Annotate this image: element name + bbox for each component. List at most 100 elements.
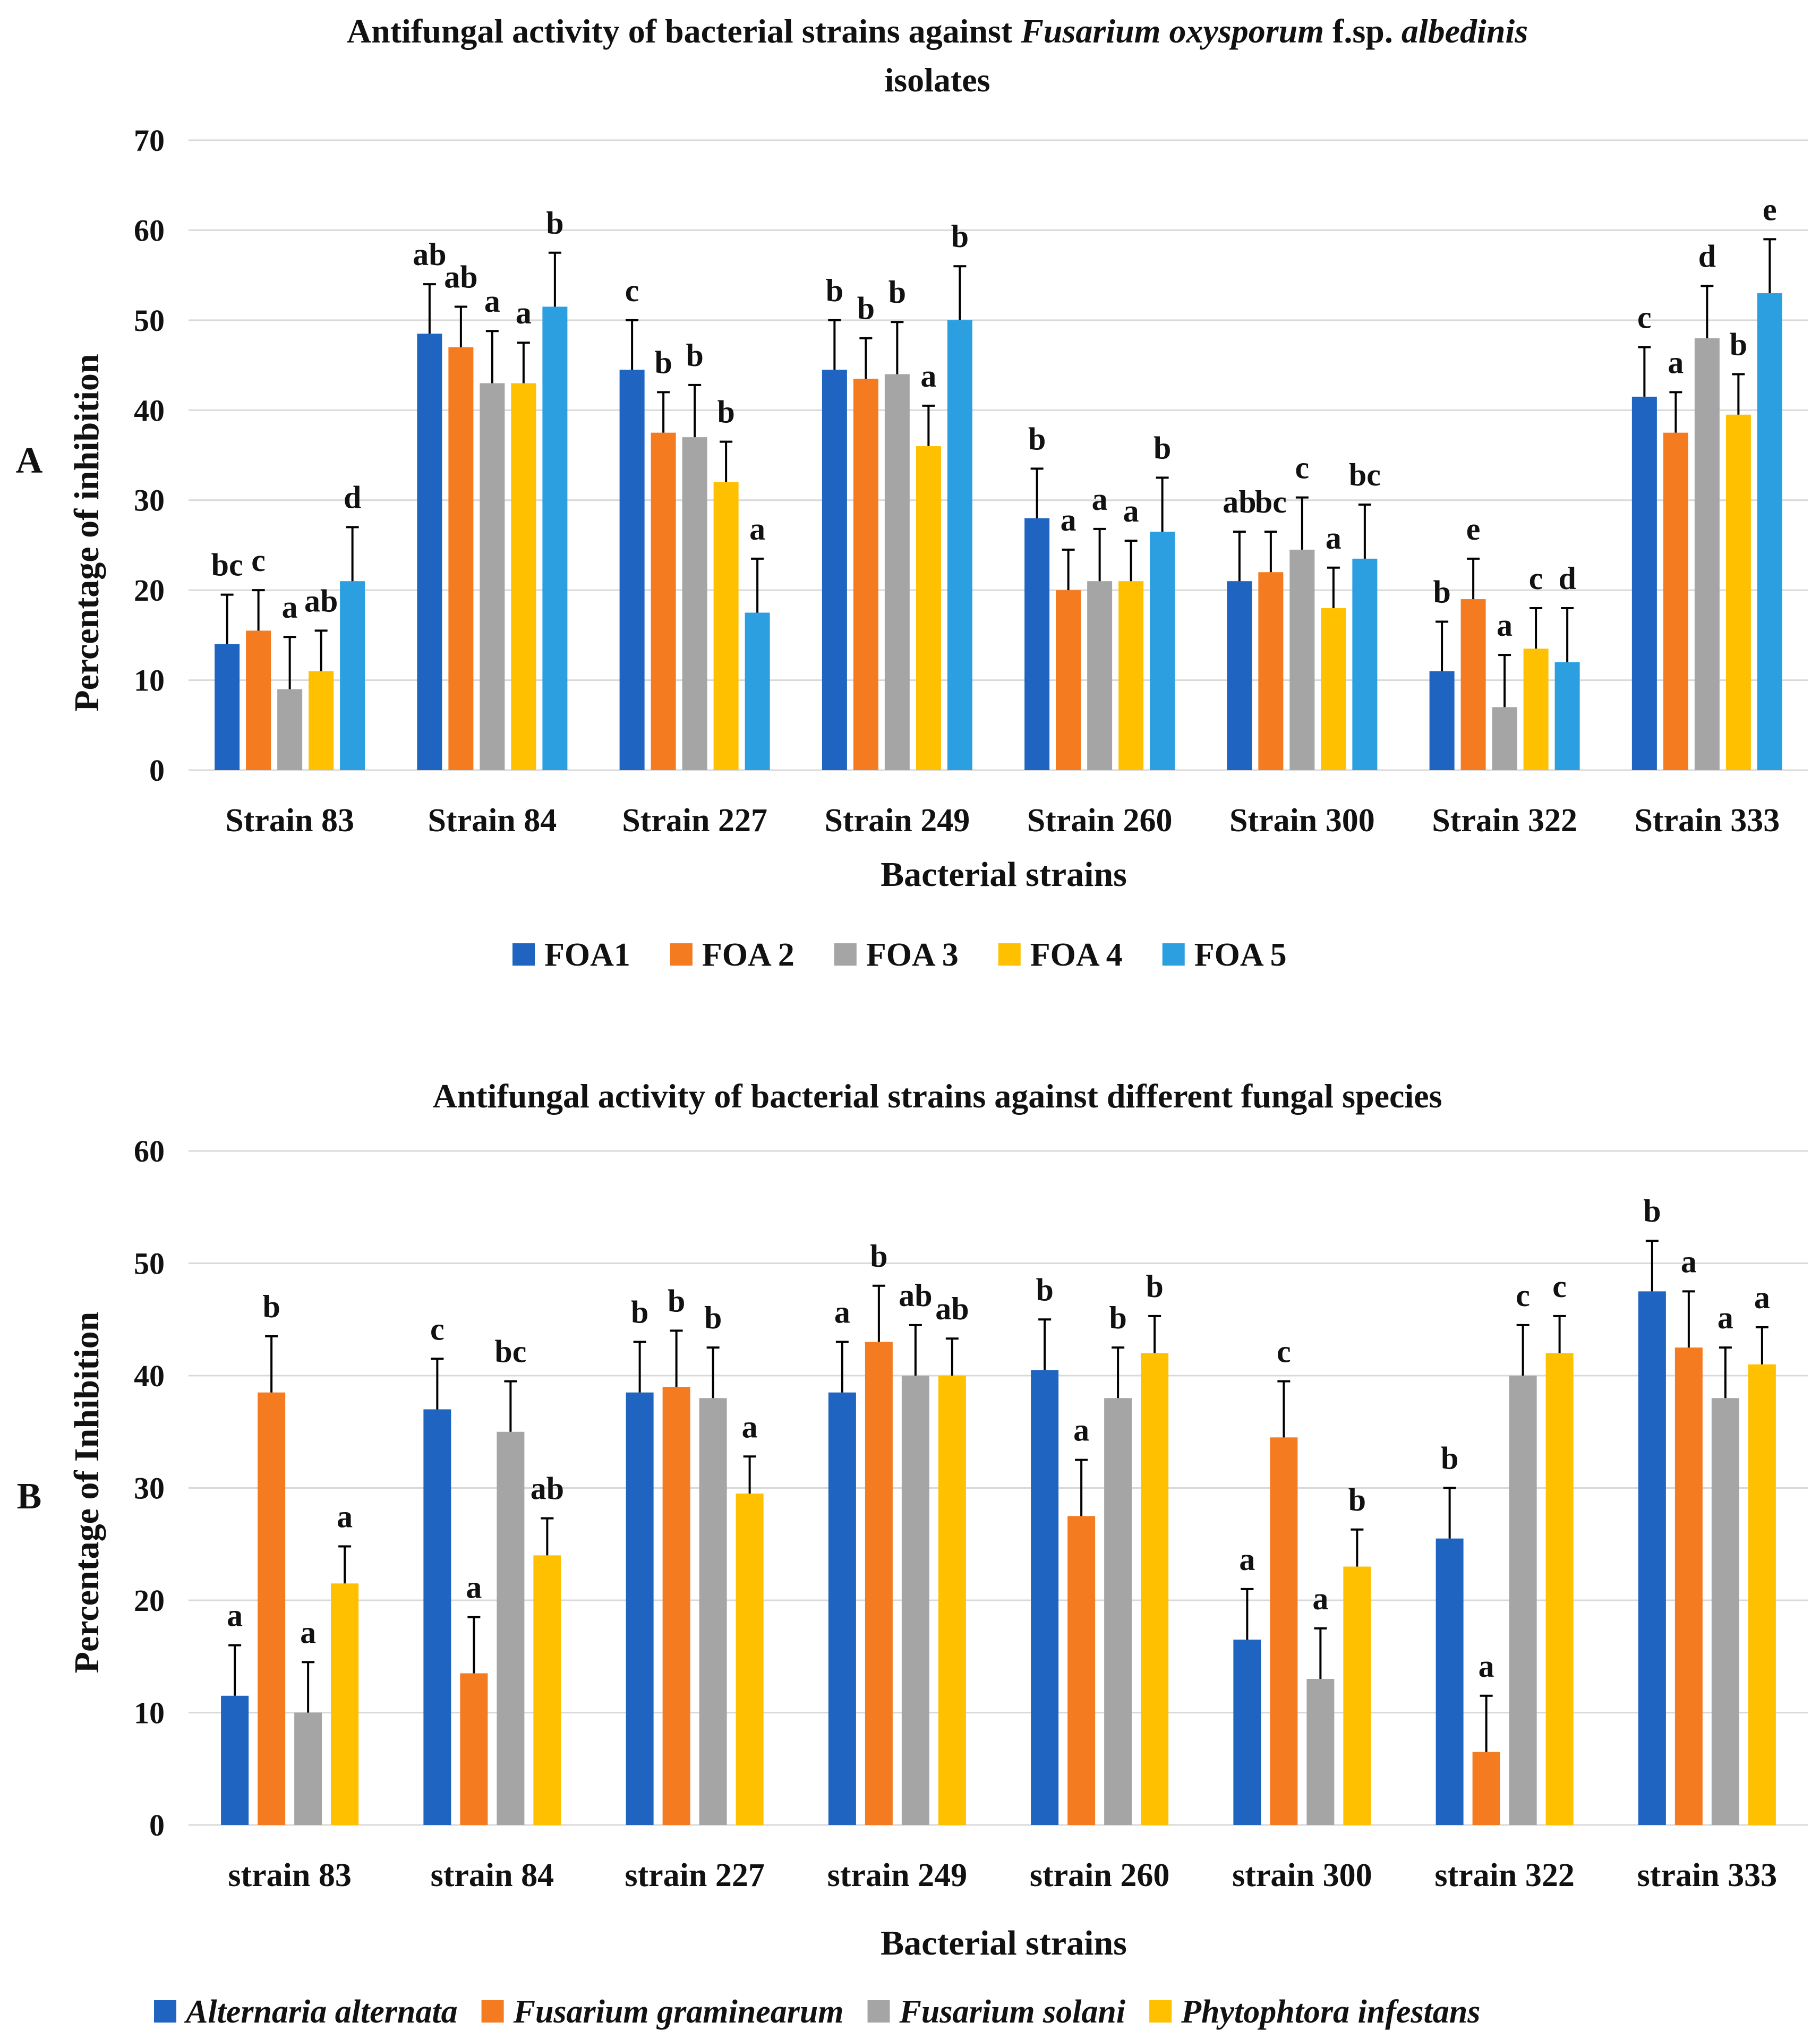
legend-item: FOA1 xyxy=(512,937,630,973)
significance-label: a xyxy=(749,511,765,547)
significance-label: b xyxy=(1146,1269,1163,1304)
bar xyxy=(277,689,303,770)
bar xyxy=(1306,1679,1335,1825)
legend-b: Alternaria alternata Fusarium graminearum… xyxy=(154,1994,1480,2030)
significance-label: a xyxy=(466,1570,482,1605)
significance-label: a xyxy=(1718,1300,1733,1335)
significance-label: b xyxy=(546,206,563,241)
bar xyxy=(1436,1538,1464,1825)
bar xyxy=(294,1712,322,1825)
significance-label: b xyxy=(1109,1300,1126,1335)
bar xyxy=(1150,532,1175,770)
significance-label: b xyxy=(704,1300,722,1335)
x-category-label: strain 322 xyxy=(1434,1857,1575,1893)
bar xyxy=(828,1392,856,1825)
legend-label: FOA 3 xyxy=(866,937,959,973)
x-category-label: strain 84 xyxy=(431,1857,554,1893)
significance-label: ab xyxy=(413,237,446,272)
significance-label: b xyxy=(1441,1441,1458,1476)
bar xyxy=(736,1494,764,1825)
bar xyxy=(1087,581,1113,770)
legend-label: FOA1 xyxy=(544,937,630,973)
significance-label: a xyxy=(300,1615,316,1650)
y-tick-label: 50 xyxy=(134,303,165,338)
x-category-label: Strain 260 xyxy=(1027,803,1173,839)
bar xyxy=(331,1583,359,1825)
significance-label: c xyxy=(1277,1334,1291,1369)
bar xyxy=(1227,581,1252,770)
significance-label: a xyxy=(920,359,936,394)
x-category-label: strain 260 xyxy=(1030,1857,1170,1893)
chart-b-title: Antifungal activity of bacterial strains… xyxy=(433,1077,1442,1115)
bar xyxy=(1460,599,1486,770)
bar xyxy=(1748,1364,1776,1825)
x-category-label: strain 300 xyxy=(1232,1857,1372,1893)
chart-a-title-line2: isolates xyxy=(884,61,990,99)
significance-label: b xyxy=(951,219,969,254)
significance-label: d xyxy=(344,480,361,515)
y-tick-label: 60 xyxy=(134,213,165,248)
y-tick-label: 40 xyxy=(134,393,165,428)
legend-label: FOA 5 xyxy=(1194,937,1287,973)
bar xyxy=(258,1392,286,1825)
significance-label: a xyxy=(1312,1581,1328,1616)
bar xyxy=(1343,1566,1371,1825)
y-tick-label: 20 xyxy=(134,573,165,608)
chart-a-title-italic2: albedinis xyxy=(1402,12,1528,50)
bar xyxy=(497,1431,525,1825)
x-category-label: Strain 322 xyxy=(1432,803,1577,839)
significance-label: c xyxy=(1516,1278,1530,1313)
x-category-label: Strain 333 xyxy=(1634,803,1780,839)
significance-label: ab xyxy=(304,583,338,618)
significance-label: c xyxy=(1529,561,1543,596)
bar xyxy=(1674,1347,1703,1825)
legend-swatch xyxy=(998,943,1021,966)
y-tick-label: 10 xyxy=(134,663,165,698)
x-category-label: Strain 84 xyxy=(428,803,557,839)
x-category-label: strain 333 xyxy=(1637,1857,1778,1893)
chart-a-xlabel: Bacterial strains xyxy=(881,855,1127,894)
significance-label: b xyxy=(1730,327,1747,362)
significance-label: a xyxy=(337,1499,353,1534)
x-category-label: Strain 249 xyxy=(824,803,970,839)
significance-label: a xyxy=(282,590,298,625)
bar xyxy=(1067,1516,1096,1825)
bar xyxy=(1233,1640,1261,1825)
significance-label: a xyxy=(227,1598,243,1633)
chart-b-xlabel: Bacterial strains xyxy=(881,1924,1127,1963)
chart-a-ylabel: Percentage of inhibition xyxy=(67,354,106,711)
legend-item: Alternaria alternata xyxy=(154,1994,458,2030)
bar xyxy=(1352,558,1378,770)
legend-label: FOA 4 xyxy=(1030,937,1123,973)
bar xyxy=(417,334,442,770)
bar xyxy=(1321,608,1346,770)
chart-b-ylabel: Percentage of Inhibition xyxy=(67,1312,106,1674)
bar xyxy=(1031,1370,1059,1825)
legend-label: Alternaria alternata xyxy=(184,1994,458,2030)
x-category-label: Strain 300 xyxy=(1229,803,1375,839)
bar xyxy=(853,378,878,770)
significance-label: a xyxy=(1326,521,1341,556)
bar xyxy=(1141,1353,1169,1825)
bar xyxy=(1725,414,1751,770)
bar xyxy=(1545,1353,1574,1825)
significance-label: ab xyxy=(899,1278,932,1313)
legend-item: Fusarium solani xyxy=(867,1994,1125,2030)
legend-a: FOA1 FOA 2 FOA 3 FOA 4 FOA 5 xyxy=(512,937,1287,973)
significance-label: b xyxy=(668,1283,685,1318)
bar xyxy=(1554,662,1580,770)
significance-label: a xyxy=(1497,608,1513,643)
bar xyxy=(699,1398,727,1825)
bar xyxy=(651,432,676,770)
significance-label: b xyxy=(1348,1482,1366,1517)
significance-label: bc xyxy=(494,1334,526,1369)
bar xyxy=(1523,649,1549,770)
significance-label: b xyxy=(1433,574,1450,609)
significance-label: b xyxy=(631,1295,648,1330)
bar xyxy=(1258,572,1284,770)
bar xyxy=(221,1695,249,1825)
bar xyxy=(822,370,847,770)
chart-a-title-mid: f.sp. xyxy=(1332,12,1393,50)
